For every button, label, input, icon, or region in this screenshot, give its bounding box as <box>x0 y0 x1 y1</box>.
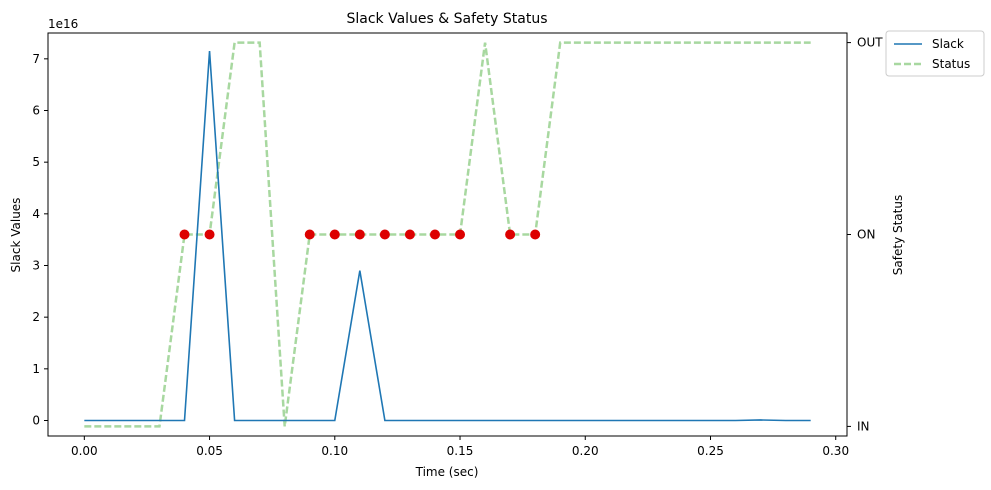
y-tick-label: 5 <box>32 155 40 169</box>
y2-tick-label: IN <box>857 419 870 433</box>
y2-axis-title: Safety Status <box>891 195 905 275</box>
status-marker <box>329 229 340 240</box>
x-tick-label: 0.15 <box>447 444 474 458</box>
y2-tick-label: ON <box>857 228 875 242</box>
status-marker <box>204 229 215 240</box>
legend-label-status: Status <box>932 57 970 71</box>
x-tick-label: 0.00 <box>71 444 98 458</box>
x-tick-label: 0.20 <box>572 444 599 458</box>
plot-frame <box>47 32 848 437</box>
y-tick-label: 0 <box>32 414 40 428</box>
y-tick-label: 3 <box>32 259 40 273</box>
status-marker <box>404 229 415 240</box>
y-tick-label: 2 <box>32 310 40 324</box>
status-marker <box>530 229 541 240</box>
status-marker <box>379 229 390 240</box>
y-offset-label: 1e16 <box>48 17 78 31</box>
status-marker <box>179 229 190 240</box>
y-axis-title: Slack Values <box>9 198 23 273</box>
y-tick-label: 4 <box>32 207 40 221</box>
x-tick-label: 0.10 <box>321 444 348 458</box>
slack-line <box>84 51 811 422</box>
y-tick-label: 1 <box>32 362 40 376</box>
x-axis: 0.00 0.05 0.10 0.15 0.20 0.25 0.30 <box>71 436 849 458</box>
legend-label-slack: Slack <box>932 37 964 51</box>
status-marker <box>304 229 315 240</box>
y-axis-left: 0 1 2 3 4 5 6 7 <box>32 52 48 428</box>
chart-title: Slack Values & Safety Status <box>346 11 547 27</box>
y-axis-right: IN ON OUT <box>847 36 883 433</box>
legend: Slack Status <box>885 30 985 77</box>
x-tick-label: 0.30 <box>822 444 849 458</box>
x-tick-label: 0.05 <box>196 444 223 458</box>
y-tick-label: 7 <box>32 52 40 66</box>
status-marker <box>429 229 440 240</box>
status-marker <box>455 229 466 240</box>
y-tick-label: 6 <box>32 104 40 118</box>
plot-area <box>84 41 811 428</box>
status-marker <box>354 229 365 240</box>
y2-tick-label: OUT <box>857 36 883 50</box>
status-line <box>84 41 811 428</box>
status-marker <box>505 229 516 240</box>
x-axis-title: Time (sec) <box>415 465 479 479</box>
x-tick-label: 0.25 <box>697 444 724 458</box>
